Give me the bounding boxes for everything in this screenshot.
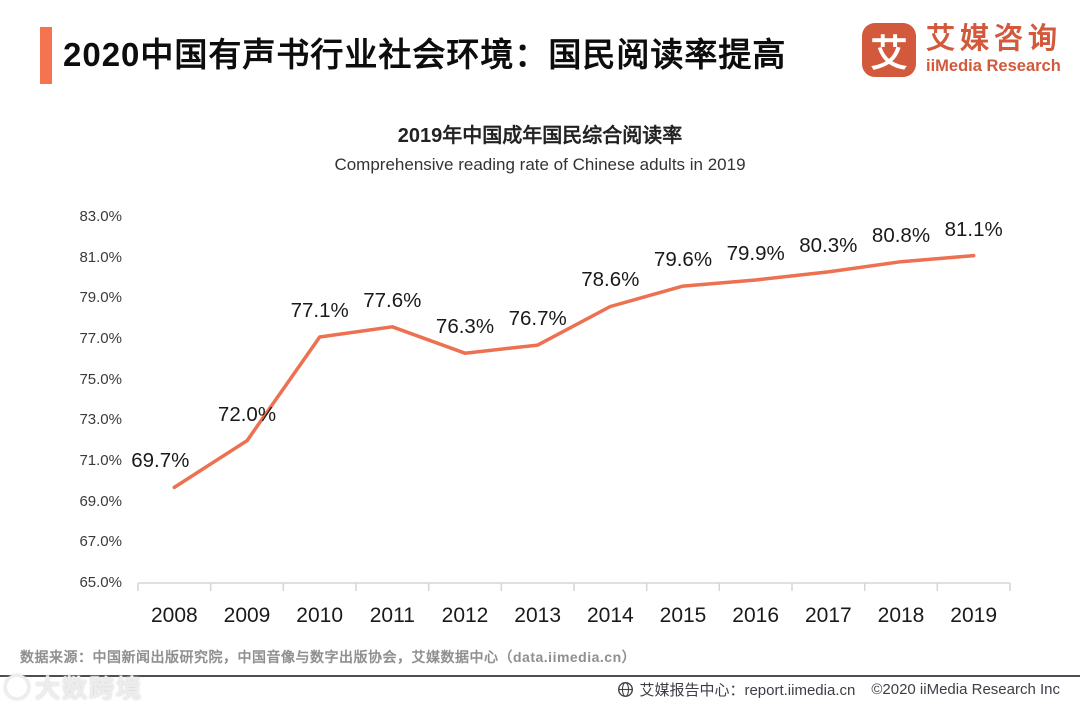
chart-title: 2019年中国成年国民综合阅读率 (397, 125, 683, 147)
data-point-label: 69.7% (131, 449, 190, 473)
x-tick-label: 2014 (586, 604, 634, 627)
data-point-label: 72.0% (217, 402, 277, 426)
logo-name-en: iiMedia Research (925, 57, 1061, 75)
x-tick-label: 2008 (150, 604, 198, 627)
x-tick-label: 2012 (441, 604, 489, 627)
x-tick-label: 2016 (732, 604, 780, 627)
y-tick-label: 83.0% (79, 208, 122, 225)
x-tick-label: 2013 (514, 604, 562, 627)
data-point-label: 77.1% (290, 298, 349, 322)
y-tick-label: 69.0% (79, 492, 122, 510)
y-tick-label: 77.0% (79, 330, 122, 347)
y-tick-label: 65.0% (79, 574, 122, 591)
data-point-label: 81.1% (944, 217, 1003, 241)
x-tick-label: 2011 (369, 604, 415, 627)
globe-icon (617, 681, 634, 698)
report-center-text: 艾媒报告中心：report.iimedia.cn (639, 682, 856, 699)
data-point-label: 76.3% (435, 315, 495, 339)
x-tick-label: 2015 (659, 604, 707, 627)
data-point-label: 79.6% (653, 248, 713, 272)
y-tick-label: 75.0% (79, 370, 122, 388)
y-tick-label: 79.0% (79, 289, 122, 307)
logo-text: 艾媒咨询 iiMedia Research (926, 24, 1062, 76)
reading-rate-line (172, 253, 976, 490)
iimedia-logo-icon: 艾 (861, 23, 916, 77)
data-source-note: 数据来源：中国新闻出版研究院，中国音像与数字出版协会，艾媒数据中心（data.i… (20, 649, 637, 665)
copyright-text: ©2020 iiMedia Research Inc (871, 681, 1060, 698)
y-tick-label: 73.0% (79, 411, 122, 429)
data-point-label: 76.7% (508, 307, 567, 331)
data-point-label: 80.3% (799, 233, 858, 257)
x-tick-label: 2017 (804, 604, 852, 627)
y-tick-label: 71.0% (79, 452, 122, 469)
data-point-label: 79.9% (726, 242, 785, 266)
title-accent-bar (40, 27, 52, 84)
data-point-label: 80.8% (871, 223, 931, 247)
logo-mark-glyph: 艾 (870, 33, 908, 74)
x-tick-label: 2019 (950, 604, 998, 627)
x-tick-label: 2010 (296, 604, 344, 627)
x-tick-label: 2018 (877, 604, 925, 627)
x-tick-label: 2009 (223, 604, 271, 627)
y-tick-label: 81.0% (79, 248, 122, 266)
report-center-group: 艾媒报告中心：report.iimedia.cn (617, 679, 855, 700)
x-axis (137, 582, 1011, 591)
y-tick-label: 67.0% (79, 533, 122, 551)
footer-bar: 艾媒报告中心：report.iimedia.cn ©2020 iiMedia R… (0, 675, 1080, 702)
logo-name-cn: 艾媒咨询 (925, 23, 1062, 55)
chart-subtitle: Comprehensive reading rate of Chinese ad… (334, 155, 746, 174)
page-title: 2020中国有声书行业社会环境：国民阅读率提高 (63, 36, 787, 73)
data-point-label: 78.6% (581, 268, 640, 292)
data-point-label: 77.6% (363, 288, 422, 312)
iimedia-logo: 艾 艾媒咨询 iiMedia Research (861, 23, 1062, 77)
